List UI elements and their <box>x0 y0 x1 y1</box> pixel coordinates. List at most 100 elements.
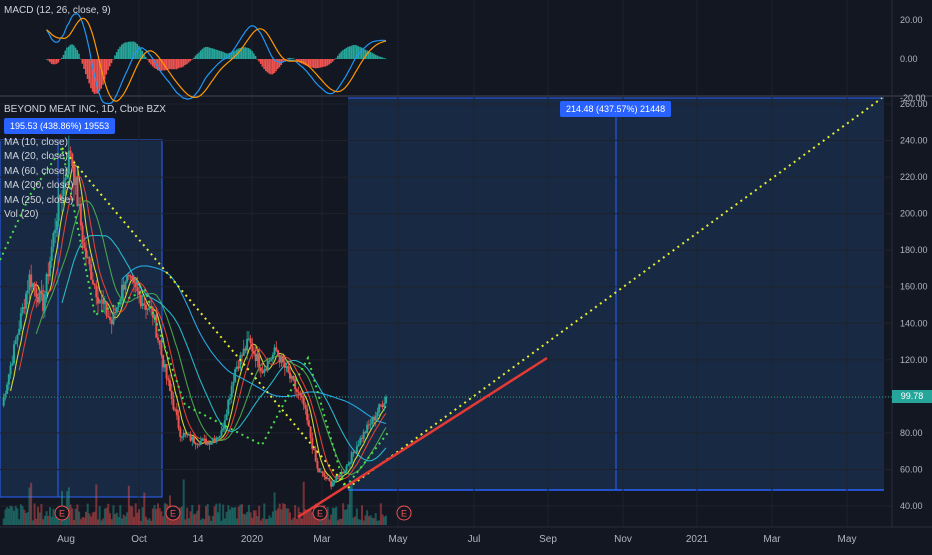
macd-histogram-bar <box>253 53 255 59</box>
volume-bar <box>85 511 87 525</box>
macd-histogram-bar <box>119 46 121 59</box>
legend-entry[interactable]: MA (200, close) <box>4 180 74 191</box>
volume-bar <box>71 508 74 525</box>
dotted-yellow-downtrend[interactable] <box>61 147 349 489</box>
volume-bar <box>146 519 149 525</box>
candle-body <box>299 392 302 396</box>
volume-bar <box>174 517 177 525</box>
legend-entry[interactable]: MA (20, close) <box>4 151 68 162</box>
volume-bar <box>74 508 77 525</box>
candle-body <box>275 347 278 351</box>
macd-histogram-bar <box>314 59 317 69</box>
candle-body <box>277 350 279 356</box>
volume-bar <box>115 512 118 525</box>
macd-histogram-bar <box>73 45 75 59</box>
macd-histogram-bar <box>316 59 319 69</box>
macd-histogram-bar <box>150 59 152 65</box>
macd-histogram-bar <box>263 59 265 70</box>
candle-body <box>174 409 177 411</box>
macd-histogram-bar <box>362 48 365 59</box>
volume-bar <box>364 515 367 525</box>
volume-bar <box>93 511 96 525</box>
candle-body <box>67 150 70 175</box>
macd-histogram-bar <box>201 48 204 59</box>
candle-body <box>136 287 139 292</box>
measure-label-right[interactable]: 214.48 (437.57%) 21448 <box>560 101 672 117</box>
macd-histogram-bar <box>361 47 363 59</box>
legend-entry[interactable]: MA (250, close) <box>4 194 74 206</box>
candle-body <box>306 408 309 421</box>
macd-histogram-bar <box>66 47 68 59</box>
macd-histogram-bar <box>331 59 334 62</box>
candle-body <box>191 436 194 441</box>
macd-histogram-bar <box>105 59 108 75</box>
time-tick-label: May <box>389 534 408 545</box>
volume-bar <box>40 503 43 525</box>
candle-body <box>220 430 223 436</box>
volume-bar <box>208 515 211 525</box>
volume-bar <box>184 519 187 525</box>
volume-bar <box>367 516 370 525</box>
macd-histogram-bar <box>193 57 195 59</box>
candle-body <box>314 449 317 462</box>
candle-body <box>340 471 343 478</box>
volume-bar <box>359 519 362 525</box>
candle-body <box>199 440 202 445</box>
red-trendline[interactable] <box>297 356 548 519</box>
candle-body <box>285 366 288 368</box>
candle-body <box>81 225 84 244</box>
candle-body <box>172 398 175 410</box>
volume-bar <box>244 514 247 525</box>
earnings-marker-label: E <box>317 509 323 519</box>
macd-histogram-bar <box>126 42 128 59</box>
volume-bar <box>206 504 209 525</box>
legend-entry[interactable]: MA (10, close) <box>4 136 68 148</box>
candle-body <box>292 375 295 381</box>
macd-histogram-bar <box>223 52 226 59</box>
candle-body <box>62 180 65 196</box>
chart-title: BEYOND MEAT INC, 1D, Cboe BZX <box>4 104 166 115</box>
macd-histogram-bar <box>383 57 385 59</box>
measure-label-left[interactable]: 195.53 (438.86%) 19553 <box>4 118 116 134</box>
volume-bar <box>342 503 345 525</box>
candle-body <box>100 299 103 301</box>
macd-histogram-bar <box>295 59 298 61</box>
macd-histogram-bar <box>210 47 212 59</box>
macd-histogram-bar <box>349 46 351 59</box>
candle-body <box>251 343 254 352</box>
macd-histogram-bar <box>319 59 322 68</box>
macd-histogram-bar <box>131 41 133 59</box>
dotted-green-wave[interactable] <box>0 145 391 491</box>
candle-body <box>64 177 67 181</box>
volume-bar <box>25 512 27 525</box>
macd-histogram-bar <box>218 50 221 59</box>
macd-histogram-bar <box>78 53 80 59</box>
candle-body <box>254 353 257 361</box>
macd-histogram-bar <box>239 47 241 59</box>
macd-histogram-bar <box>289 57 291 59</box>
macd-histogram-bar <box>381 57 384 59</box>
legend-entry[interactable]: Vol (20) <box>4 209 39 220</box>
macd-histogram-bar <box>287 58 289 59</box>
volume-bar <box>282 503 285 525</box>
volume-bar <box>354 516 357 525</box>
candle-body <box>287 366 290 373</box>
candle-body <box>335 475 338 481</box>
candle-body <box>78 204 81 206</box>
dotted-yellow-projection[interactable] <box>347 97 883 489</box>
candle-body <box>297 391 300 393</box>
macd-histogram-bar <box>326 59 329 66</box>
volume-bar <box>2 518 5 525</box>
macd-histogram-bar <box>350 45 353 59</box>
candle-body <box>138 291 141 295</box>
volume-bar <box>266 518 269 525</box>
macd-histogram-bar <box>205 46 207 59</box>
volume-bar <box>88 513 91 525</box>
candle-body <box>73 165 75 186</box>
volume-bar <box>19 504 22 525</box>
price-tick-label: 180.00 <box>900 245 928 255</box>
earnings-marker <box>312 505 328 521</box>
volume-bar <box>355 508 358 525</box>
legend-entry[interactable]: MA (60, close) <box>4 165 68 177</box>
